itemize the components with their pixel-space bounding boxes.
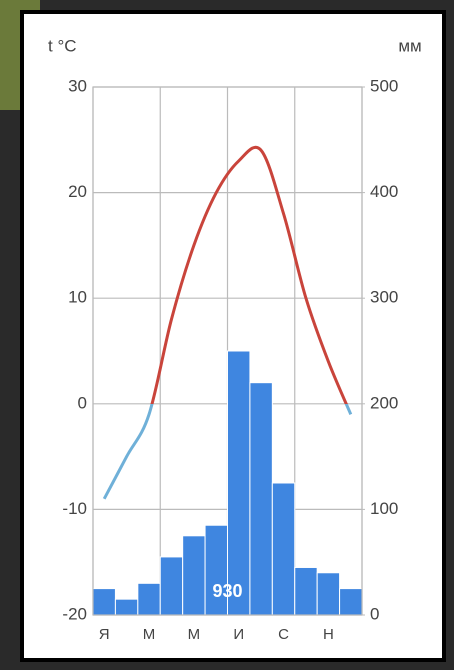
- bar: [182, 535, 206, 616]
- bar: [316, 572, 341, 616]
- y2-tick-label: 300: [370, 288, 398, 307]
- bar: [249, 382, 273, 616]
- y2-tick-label: 400: [370, 182, 398, 201]
- bar: [204, 524, 228, 616]
- y-tick-label: 20: [68, 182, 87, 201]
- bar: [227, 350, 251, 616]
- y2-tick-label: 500: [370, 76, 398, 95]
- y2-tick-label: 200: [370, 393, 398, 412]
- bar: [294, 566, 318, 616]
- y2-tick-label: 0: [370, 604, 379, 623]
- y-axis-label: t °C: [48, 36, 77, 55]
- bar: [92, 588, 116, 616]
- y-tick-label: 30: [68, 76, 87, 95]
- y-tick-label: 10: [68, 288, 87, 307]
- y-tick-label: -20: [62, 604, 87, 623]
- x-tick-label: Я: [99, 626, 110, 643]
- x-tick-label: М: [143, 626, 156, 643]
- y2-tick-label: 100: [370, 499, 398, 518]
- bar: [137, 582, 161, 616]
- plot-border: [92, 86, 363, 616]
- x-tick-label: Н: [323, 626, 334, 643]
- x-tick-label: С: [278, 626, 289, 643]
- bar: [159, 556, 184, 616]
- temperature-line: [102, 145, 353, 500]
- y2-axis-label: мм: [398, 36, 421, 55]
- y-tick-label: -10: [62, 499, 87, 518]
- y-tick-label: 0: [78, 393, 87, 412]
- x-tick-label: И: [233, 626, 244, 643]
- x-tick-label: М: [188, 626, 201, 643]
- annotation: 930: [212, 581, 242, 601]
- bar: [114, 598, 139, 616]
- bar: [339, 588, 363, 616]
- bar: [271, 482, 296, 616]
